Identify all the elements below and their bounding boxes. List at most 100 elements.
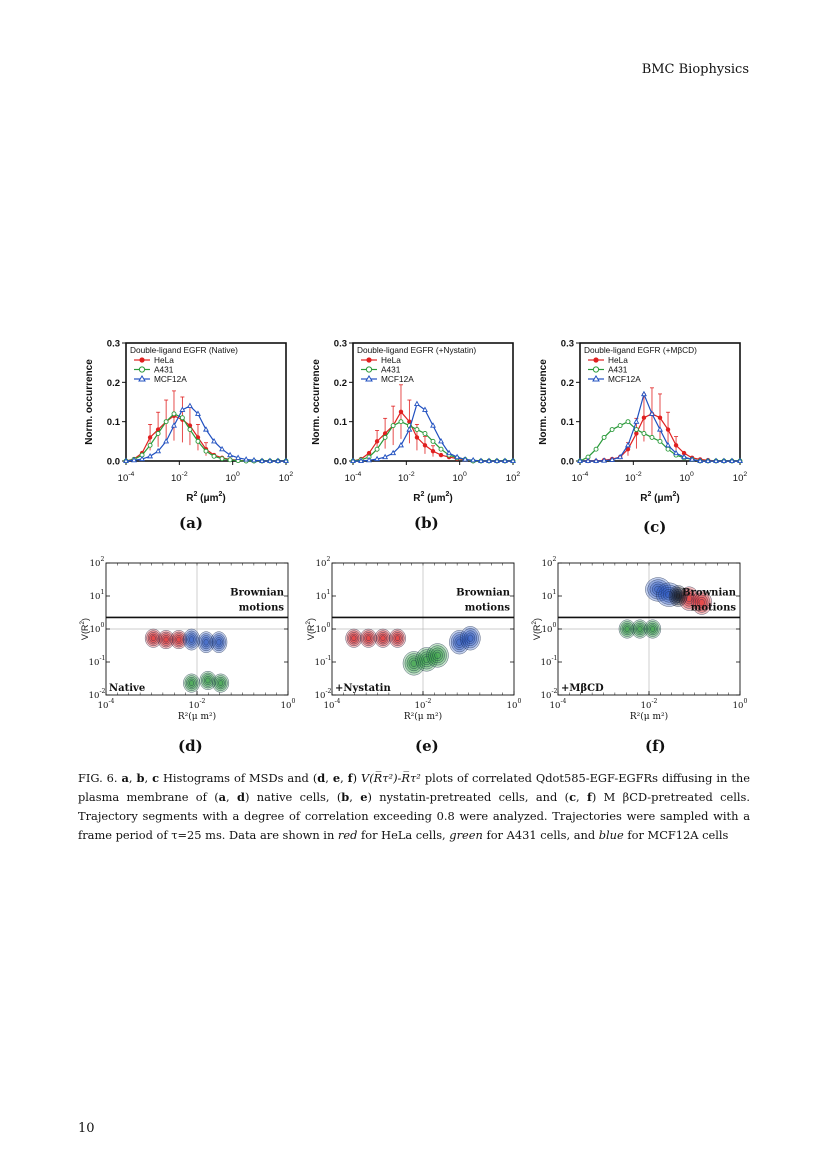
x-axis-label: R2 (μm2) (640, 491, 680, 504)
x-tick-label: 100 (281, 698, 296, 711)
density-contour (216, 639, 222, 646)
density-contour (624, 626, 630, 632)
density-contour (673, 590, 683, 602)
density-contour (214, 637, 223, 648)
density-contour (631, 619, 649, 639)
density-contour (146, 630, 161, 646)
density-contour (213, 635, 225, 650)
density-contour (670, 587, 686, 605)
data-point-mcf12a (366, 456, 373, 463)
data-point-hela (407, 419, 412, 424)
density-contour (668, 585, 688, 607)
x-tick-label: 10-2 (171, 471, 188, 484)
data-point-mcf12a (493, 457, 500, 464)
brownian-label: Brownian (682, 587, 737, 598)
data-point-hela (681, 450, 687, 456)
density-contour (202, 674, 214, 687)
data-point-mcf12a (358, 457, 364, 464)
data-point-mcf12a (227, 451, 234, 458)
panel-label-a: (a) (179, 514, 203, 532)
y-axis-label: V(R2) (531, 618, 542, 640)
data-point-a431 (641, 431, 647, 436)
density-contour (212, 673, 230, 693)
data-point-a431 (171, 411, 177, 417)
density-contour (635, 624, 644, 634)
y-tick-label: 101 (90, 589, 105, 602)
y-tick-label: 100 (90, 622, 105, 635)
density-contour (393, 633, 402, 643)
x-tick-label: 100 (452, 471, 467, 484)
data-point-mcf12a (195, 410, 201, 416)
data-point-mcf12a (737, 457, 743, 464)
legend-marker (138, 375, 146, 382)
density-contour (691, 590, 712, 615)
x-tick-label: 102 (506, 471, 521, 484)
condition-label: +Nystatin (335, 683, 391, 694)
density-contour (693, 592, 711, 613)
data-point-a431 (633, 427, 639, 432)
x-axis-label: R2 (μm2) (186, 491, 226, 504)
data-point-mcf12a (374, 455, 381, 462)
data-point-a431 (203, 448, 209, 454)
data-point-a431 (665, 446, 671, 452)
y-tick-label: 10-1 (315, 655, 332, 668)
legend-marker (365, 375, 373, 382)
data-point-mcf12a (398, 441, 404, 448)
density-contour (174, 635, 183, 644)
data-point-mcf12a (625, 441, 631, 448)
density-contour (408, 657, 420, 669)
legend-title: Double-ligand EGFR (Native) (130, 345, 238, 355)
density-contour (189, 680, 195, 686)
data-point-a431 (374, 446, 380, 452)
data-point-mcf12a (139, 455, 146, 462)
data-point-hela (665, 427, 671, 432)
density-contour (197, 631, 215, 653)
data-point-mcf12a (203, 426, 209, 432)
data-point-mcf12a (585, 457, 591, 464)
legend-label: MCF12A (608, 374, 641, 384)
density-contour (160, 633, 172, 646)
panel-label-b: (b) (414, 514, 439, 532)
y-tick-label: 0.0 (334, 457, 347, 468)
data-point-mcf12a (123, 457, 129, 464)
density-contour (652, 583, 665, 596)
legend-marker (593, 357, 599, 363)
density-contour (410, 659, 418, 667)
data-point-mcf12a (657, 426, 663, 432)
plot-frame (125, 342, 287, 462)
x-tick-label: 10-4 (324, 698, 341, 711)
density-contour (465, 632, 476, 644)
data-point-mcf12a (186, 402, 193, 408)
plot-frame (579, 342, 741, 462)
density-contour (187, 678, 196, 688)
data-point-mcf12a (163, 437, 170, 444)
data-point-mcf12a (413, 400, 420, 407)
x-tick-label: 10-4 (98, 698, 115, 711)
data-point-mcf12a (729, 457, 735, 464)
data-point-mcf12a (171, 422, 177, 428)
y-tick-label: 0.0 (561, 457, 574, 468)
density-contour (377, 632, 389, 645)
data-point-a431 (438, 446, 444, 452)
data-point-mcf12a (601, 457, 608, 463)
data-point-mcf12a (681, 453, 688, 460)
density-contour (376, 630, 390, 646)
data-point-a431 (227, 457, 233, 463)
data-point-mcf12a (510, 457, 516, 464)
brownian-label: motions (691, 602, 737, 613)
data-point-a431 (398, 419, 404, 425)
y-axis-label: V(R2) (79, 618, 90, 640)
journal-header: BMC Biophysics (641, 62, 749, 77)
data-point-a431 (625, 419, 631, 425)
density-contour (686, 595, 693, 603)
density-contour (147, 632, 159, 645)
density-contour (428, 645, 447, 666)
density-contour (202, 637, 211, 648)
density-contour (645, 621, 660, 637)
data-point-mcf12a (155, 447, 162, 454)
legend-label: A431 (381, 365, 401, 375)
density-contour (163, 636, 169, 643)
legend-label: MCF12A (381, 374, 414, 384)
data-point-hela (673, 443, 679, 448)
